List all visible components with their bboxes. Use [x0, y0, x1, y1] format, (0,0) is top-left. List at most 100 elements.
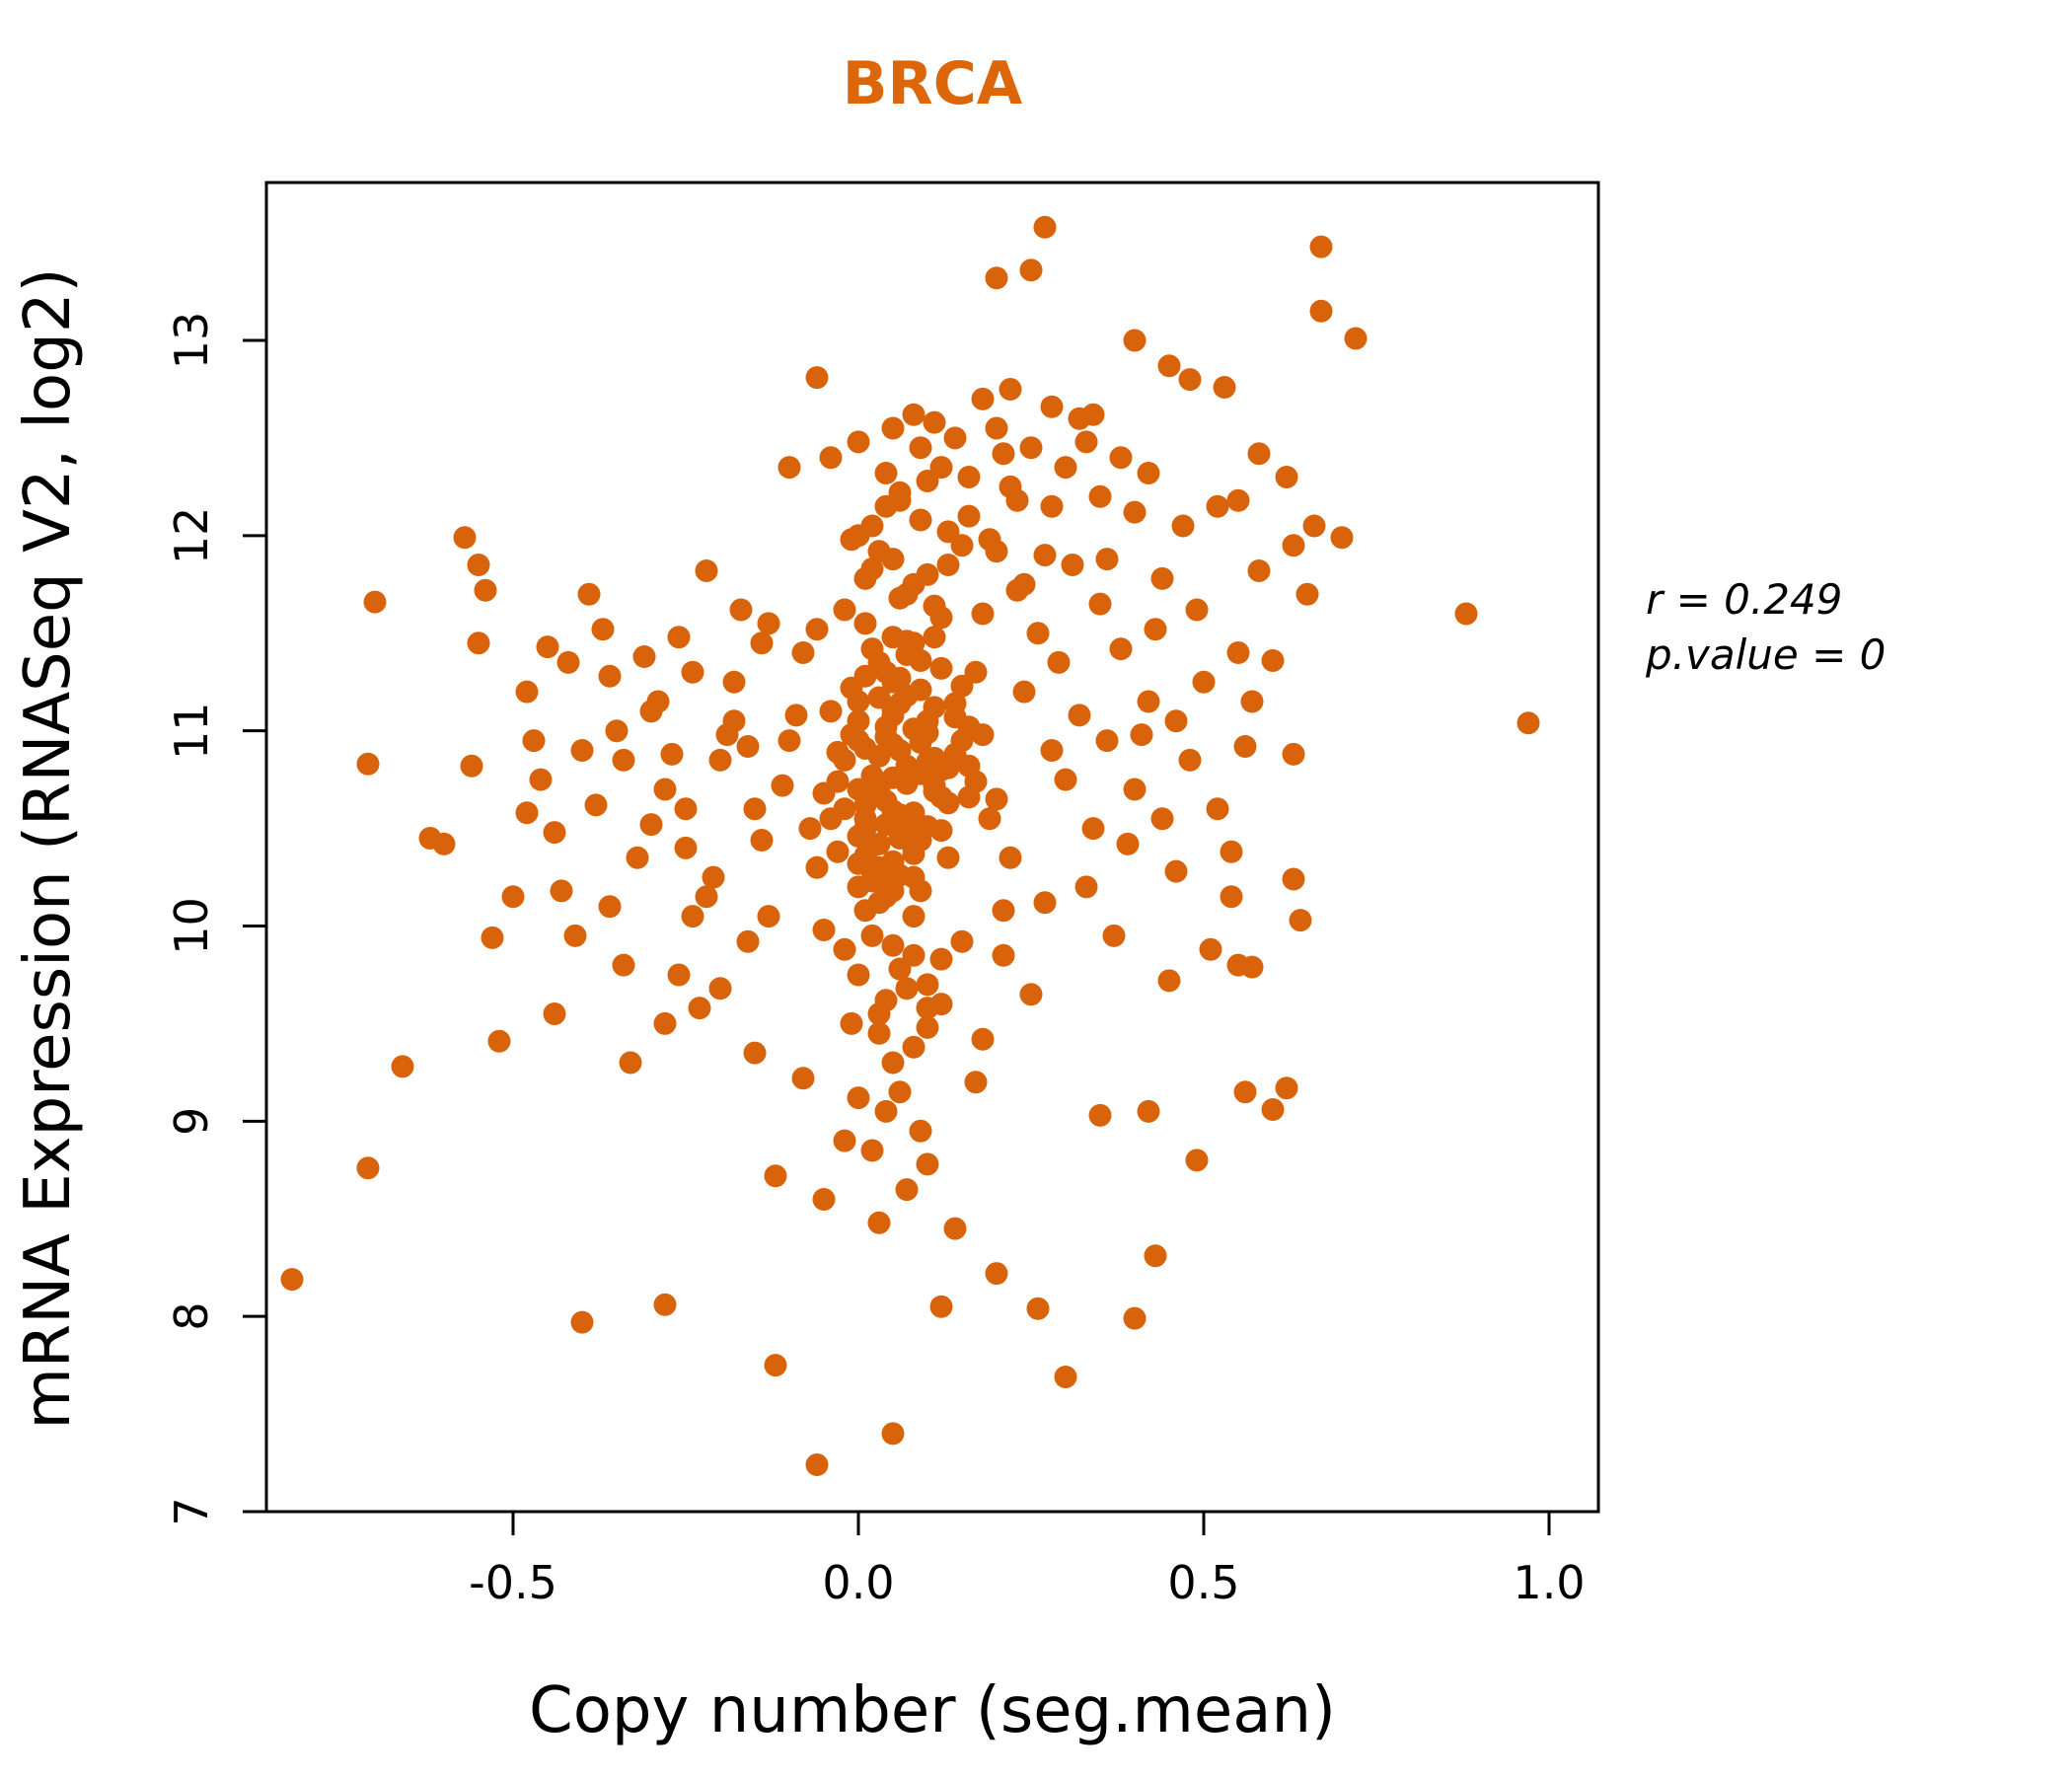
data-point [1019, 259, 1043, 282]
data-point [805, 366, 829, 390]
data-point [971, 723, 995, 747]
data-point [929, 656, 953, 680]
data-point [1026, 622, 1050, 645]
data-point [929, 947, 953, 971]
data-point [936, 520, 960, 544]
data-point [653, 1293, 677, 1316]
data-point [888, 957, 912, 981]
x-tick-label: -0.5 [469, 1556, 557, 1609]
annotation-r-value: r = 0.249 [1646, 575, 1842, 624]
data-point [923, 594, 946, 618]
data-point [674, 797, 698, 821]
data-point [1061, 554, 1084, 576]
data-point [418, 827, 442, 850]
data-point [1102, 924, 1126, 947]
data-point [881, 1051, 905, 1075]
data-point [1240, 690, 1264, 713]
data-point [943, 426, 967, 450]
data-point [943, 692, 967, 715]
data-point [1123, 1306, 1147, 1330]
data-point [660, 742, 684, 766]
data-point [826, 840, 850, 863]
data-point [1295, 582, 1319, 606]
data-point [1226, 488, 1250, 512]
data-point [791, 641, 815, 664]
data-point [902, 905, 925, 928]
data-point [999, 475, 1022, 498]
data-point [681, 660, 704, 684]
data-point [853, 737, 877, 760]
data-point [1144, 1244, 1167, 1268]
data-point [805, 855, 829, 879]
data-point [1088, 592, 1112, 616]
data-point [833, 1129, 856, 1152]
data-point [1178, 368, 1202, 392]
data-point [1213, 376, 1236, 399]
data-point [1088, 1103, 1112, 1127]
data-point [936, 554, 960, 576]
data-point [881, 933, 905, 957]
data-point [722, 670, 746, 694]
data-point [1282, 867, 1305, 891]
data-point [771, 774, 794, 797]
x-tick-label: 0.0 [822, 1556, 894, 1609]
data-point [1220, 885, 1243, 909]
data-point [1095, 548, 1119, 571]
data-point [874, 725, 898, 749]
data-point [543, 821, 566, 845]
data-point [1282, 534, 1305, 557]
data-point [1185, 1149, 1209, 1172]
data-point [639, 813, 663, 837]
data-point [992, 899, 1015, 923]
data-point [971, 387, 995, 410]
data-point [777, 456, 801, 480]
data-point [1289, 909, 1312, 932]
data-point [667, 626, 691, 649]
data-point [1019, 983, 1043, 1006]
data-point [1074, 875, 1098, 899]
data-point [515, 680, 539, 704]
data-point [895, 582, 919, 606]
data-point [847, 1086, 870, 1110]
data-point [909, 1119, 932, 1143]
data-point [598, 664, 622, 688]
data-point [1275, 1076, 1298, 1100]
data-point [1123, 778, 1147, 801]
data-point [888, 488, 912, 512]
y-axis-title: mRNA Expression (RNASeq V2, log2) [12, 267, 85, 1429]
data-point [1206, 797, 1229, 821]
data-point [867, 1021, 891, 1045]
data-point [612, 748, 635, 772]
data-point [916, 1015, 939, 1039]
data-point [1309, 235, 1333, 259]
data-point [715, 723, 739, 747]
data-point [902, 403, 925, 426]
x-axis-title: Copy number (seg.mean) [529, 1674, 1336, 1747]
data-point [1150, 566, 1174, 590]
data-point [916, 973, 939, 997]
data-point [757, 905, 780, 928]
data-point [522, 729, 546, 753]
data-point [847, 963, 870, 987]
data-point [570, 739, 594, 762]
data-point [812, 919, 836, 941]
data-point [853, 664, 877, 688]
data-point [481, 926, 504, 949]
data-point [1026, 1297, 1050, 1320]
y-tick-label: 7 [165, 1497, 218, 1525]
data-point [985, 1262, 1008, 1286]
data-point [653, 1011, 677, 1035]
data-point [860, 637, 884, 661]
data-point [902, 943, 925, 967]
data-point [992, 943, 1015, 967]
data-point [1233, 735, 1257, 758]
data-point [916, 815, 939, 839]
data-point [992, 442, 1015, 466]
data-point [1233, 1080, 1257, 1104]
data-point [860, 1139, 884, 1162]
data-point [798, 817, 822, 841]
data-point [909, 508, 932, 532]
data-point [543, 1002, 566, 1025]
